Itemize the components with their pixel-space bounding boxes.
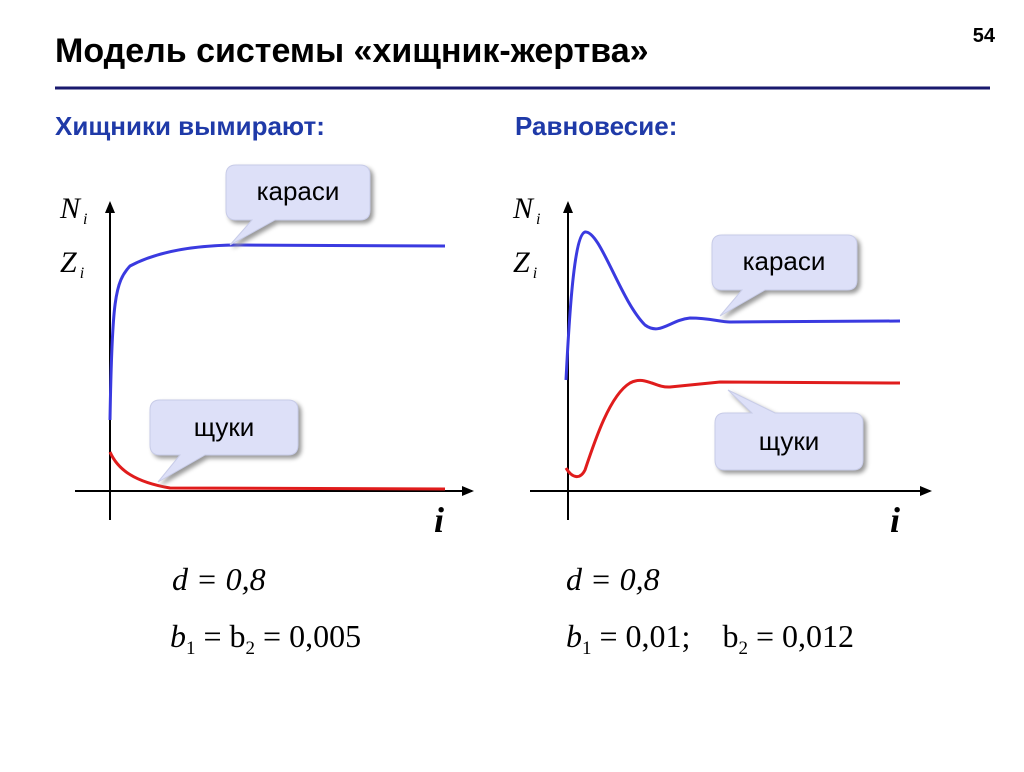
prey-curve xyxy=(108,243,446,421)
predator-curve xyxy=(564,378,901,478)
callout xyxy=(714,389,864,471)
slide-title: Модель системы «хищник-жертва» xyxy=(55,32,649,70)
formula: b1 = b2 = 0,005 xyxy=(170,618,361,659)
axis-label: i xyxy=(434,500,444,540)
formula: b1 = 0,01; b2 = 0,012 xyxy=(566,618,854,659)
prey-curve xyxy=(564,230,901,381)
callout-text: щуки xyxy=(194,412,255,442)
callout xyxy=(149,399,299,483)
callout xyxy=(711,234,858,317)
axis-label: i xyxy=(890,500,900,540)
callout-text: караси xyxy=(257,176,340,206)
callout xyxy=(225,164,371,246)
slide-number: 54 xyxy=(973,25,996,47)
callout-text: щуки xyxy=(759,426,820,456)
formula: d = 0,8 xyxy=(566,561,660,597)
predator-curve xyxy=(108,451,446,491)
callout-text: караси xyxy=(743,246,826,276)
panel-heading: Хищники вымирают: xyxy=(55,111,325,141)
panel-heading: Равновесие: xyxy=(515,111,677,141)
formula: d = 0,8 xyxy=(172,561,266,597)
